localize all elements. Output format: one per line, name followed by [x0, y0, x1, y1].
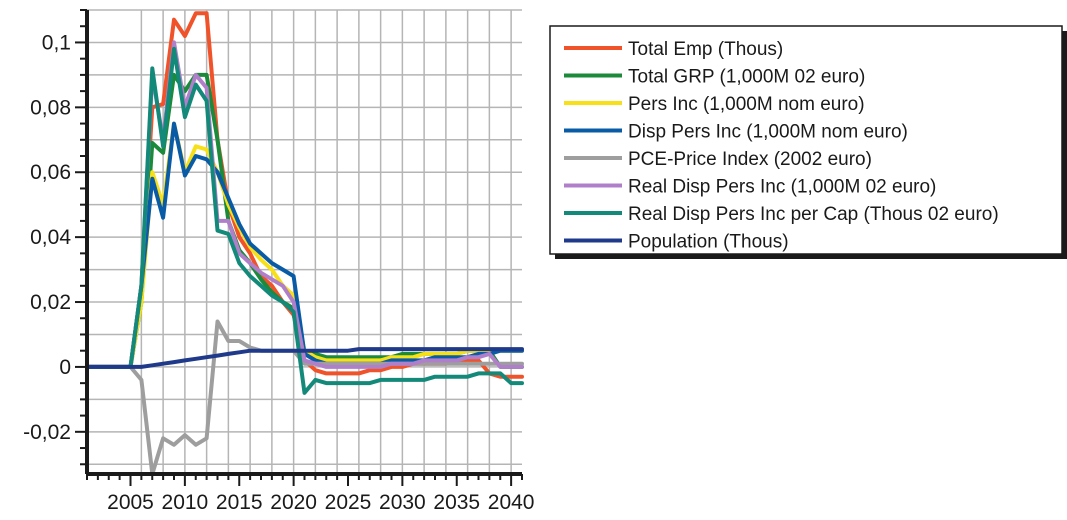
x-tick-label: 2035 [433, 491, 480, 514]
y-tick-label: 0 [59, 356, 71, 379]
legend-box [549, 25, 1063, 255]
legend-label: Real Disp Pers Inc per Cap (Thous 02 eur… [628, 204, 999, 225]
axes [75, 9, 523, 486]
x-tick-label: 2005 [107, 491, 154, 514]
legend-label: Disp Pers Inc (1,000M nom euro) [628, 122, 908, 143]
series-line-4 [85, 319, 524, 476]
x-tick-label: 2020 [270, 491, 317, 514]
grid [87, 9, 522, 474]
tick-labels: 0,1 0,08 0,06 0,04 0,02 0 -0,02 2005 2010 2015 202… [23, 31, 534, 514]
legend-label: PCE-Price Index (2002 euro) [628, 149, 872, 170]
x-tick-label: 2010 [162, 491, 209, 514]
x-tick-label: 2015 [216, 491, 263, 514]
legend-label: Real Disp Pers Inc (1,000M 02 euro) [628, 177, 936, 198]
series-lines [85, 11, 524, 476]
y-tick-label: 0,08 [30, 96, 71, 119]
y-tick-label: 0,04 [30, 226, 71, 249]
series-line-7 [85, 347, 524, 369]
y-tick-label: 0,1 [42, 31, 71, 54]
y-tick-label: 0,02 [30, 291, 71, 314]
legend: Total Emp (Thous) Total GRP (1,000M 02 eu… [549, 25, 1067, 259]
x-tick-label: 2040 [488, 491, 535, 514]
y-tick-label: 0,06 [30, 161, 71, 184]
y-tick-label: -0,02 [23, 421, 71, 444]
legend-label: Total GRP (1,000M 02 euro) [628, 67, 865, 88]
legend-label: Total Emp (Thous) [628, 39, 783, 60]
x-tick-label: 2025 [325, 491, 372, 514]
legend-label: Pers Inc (1,000M nom euro) [628, 94, 865, 115]
x-tick-label: 2030 [379, 491, 426, 514]
legend-label: Population (Thous) [628, 232, 789, 253]
series-line-6 [85, 46, 524, 395]
